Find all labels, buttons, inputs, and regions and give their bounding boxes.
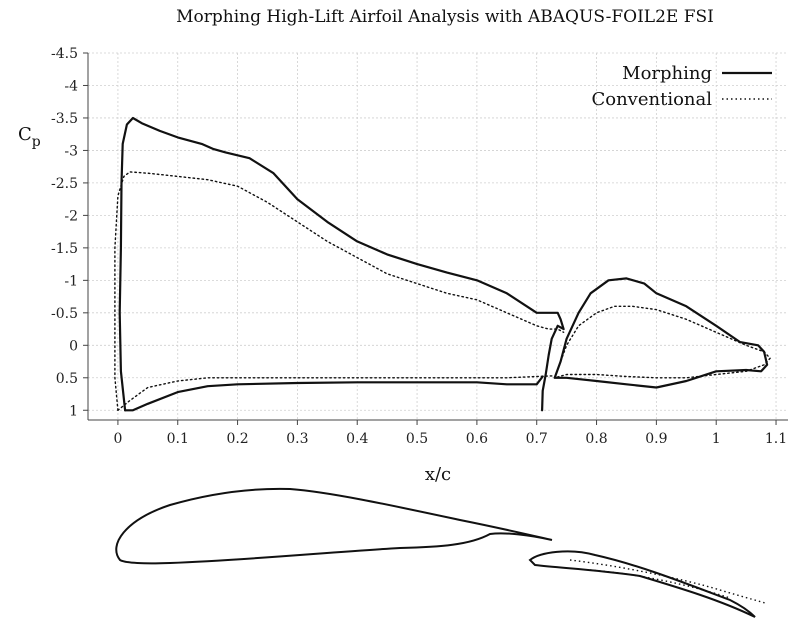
x-tick-label: 0.6 — [466, 431, 488, 447]
y-tick-label: -4 — [64, 78, 78, 94]
y-tick-label: -2.5 — [51, 176, 78, 192]
series-conventional-curve — [117, 375, 556, 411]
y-tick-label: -2 — [64, 208, 78, 224]
y-tick-label: -1 — [64, 273, 78, 289]
y-axis-label-sub: p — [32, 134, 41, 150]
flap-conventional-outline — [569, 559, 766, 604]
x-tick-label: 1 — [712, 431, 721, 447]
x-tick-label: 0.2 — [226, 431, 248, 447]
legend: Morphing Conventional — [591, 63, 772, 110]
x-tick-label: 0 — [113, 431, 122, 447]
series-morphing-curve — [124, 375, 544, 412]
y-tick-label: -3 — [64, 143, 78, 159]
x-tick-label: 0.8 — [585, 431, 607, 447]
y-axis-label-main: C — [18, 124, 32, 145]
x-tick-label: 1.1 — [765, 431, 787, 447]
y-tick-labels: -4.5 -4 -3.5 -3 -2.5 -2 -1.5 -1 -0.5 0 0.5 1 — [51, 46, 78, 419]
plot-area — [88, 53, 788, 420]
y-tick-label: -0.5 — [51, 306, 78, 322]
x-tick-label: 0.1 — [167, 431, 189, 447]
series-conventional-curve — [554, 305, 771, 379]
series-layer — [114, 116, 771, 412]
x-axis-label: x/c — [425, 464, 451, 485]
x-tick-label: 0.3 — [286, 431, 308, 447]
airfoil-geometry-sketch — [115, 487, 766, 618]
y-tick-label: 0.5 — [56, 371, 78, 387]
y-tick-label: 1 — [69, 403, 78, 419]
x-tick-labels: 0 0.1 0.2 0.3 0.4 0.5 0.6 0.7 0.8 0.9 1 1.1 — [113, 431, 787, 447]
x-tick-label: 0.5 — [406, 431, 428, 447]
series-morphing-curve — [553, 277, 769, 389]
legend-label-morphing: Morphing — [622, 63, 712, 84]
chart-title: Morphing High-Lift Airfoil Analysis with… — [176, 7, 714, 27]
axes — [83, 52, 788, 425]
y-tick-label: -4.5 — [51, 46, 78, 62]
series-conventional-curve — [114, 171, 565, 411]
flap-morphing-outline — [528, 550, 756, 618]
y-tick-label: -3.5 — [51, 111, 78, 127]
y-tick-label: -1.5 — [51, 241, 78, 257]
legend-label-conventional: Conventional — [591, 89, 712, 110]
x-tick-label: 0.7 — [526, 431, 548, 447]
series-morphing-curve — [118, 116, 565, 412]
x-tick-label: 0.4 — [346, 431, 368, 447]
x-tick-label: 0.9 — [645, 431, 667, 447]
gridlines — [88, 52, 788, 420]
y-axis-label: Cp — [18, 124, 41, 150]
y-tick-label: 0 — [69, 338, 78, 354]
main-element-outline — [115, 487, 553, 565]
